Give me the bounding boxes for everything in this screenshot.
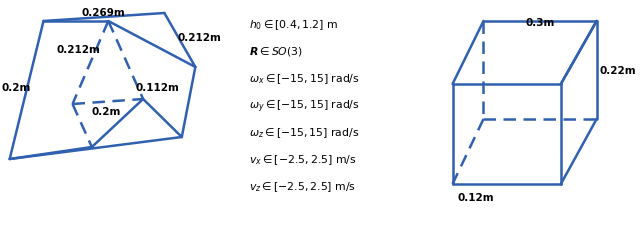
Text: 0.269m: 0.269m	[81, 8, 125, 18]
Text: 0.212m: 0.212m	[178, 33, 222, 43]
Text: 0.12m: 0.12m	[458, 192, 494, 202]
Text: 0.112m: 0.112m	[136, 83, 179, 93]
Text: 0.22m: 0.22m	[600, 66, 636, 76]
Text: $\omega_y \in [-15, 15]$ rad/s: $\omega_y \in [-15, 15]$ rad/s	[250, 99, 360, 115]
Text: $\boldsymbol{R} \in SO(3)$: $\boldsymbol{R} \in SO(3)$	[250, 45, 303, 58]
Text: 0.2m: 0.2m	[2, 83, 31, 93]
Text: $\omega_z \in [-15, 15]$ rad/s: $\omega_z \in [-15, 15]$ rad/s	[250, 126, 360, 139]
Text: 0.3m: 0.3m	[525, 18, 555, 28]
Text: $v_x \in [-2.5, 2.5]$ m/s: $v_x \in [-2.5, 2.5]$ m/s	[250, 152, 357, 166]
Text: 0.2m: 0.2m	[92, 106, 121, 117]
Text: $\omega_x \in [-15, 15]$ rad/s: $\omega_x \in [-15, 15]$ rad/s	[250, 72, 360, 86]
Text: $v_z \in [-2.5, 2.5]$ m/s: $v_z \in [-2.5, 2.5]$ m/s	[250, 179, 356, 193]
Text: $h_0 \in [0.4, 1.2]$ m: $h_0 \in [0.4, 1.2]$ m	[250, 18, 339, 32]
Text: 0.212m: 0.212m	[56, 45, 100, 55]
